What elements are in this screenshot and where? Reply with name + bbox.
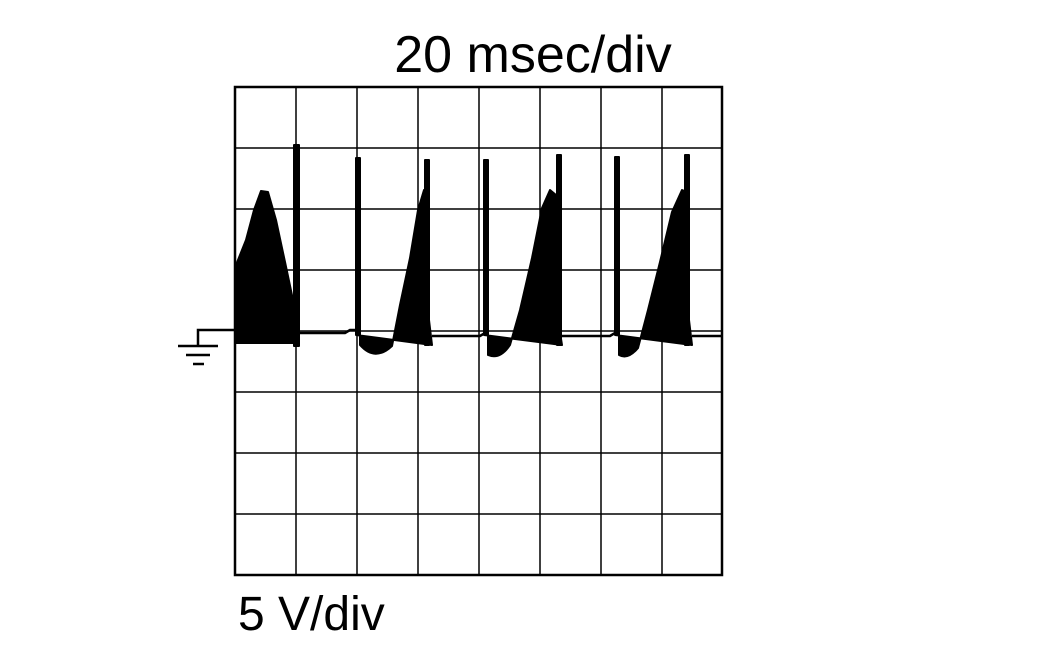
baseline <box>299 328 357 335</box>
spike <box>684 154 690 346</box>
spike <box>556 154 562 346</box>
time-scale-label: 20 msec/div <box>394 26 671 84</box>
waveform <box>235 144 722 358</box>
pulse-burst <box>614 156 693 358</box>
pulse-burst <box>355 157 433 355</box>
spike <box>293 144 300 347</box>
baseline <box>562 331 616 338</box>
ground-symbol <box>178 328 235 366</box>
voltage-scale-label: 5 V/div <box>238 588 385 641</box>
pulse-burst <box>235 190 298 344</box>
ground-lead <box>196 328 235 345</box>
graticule <box>233 85 724 577</box>
spike <box>424 159 430 346</box>
baseline <box>432 331 486 338</box>
pulse-burst <box>483 159 563 358</box>
